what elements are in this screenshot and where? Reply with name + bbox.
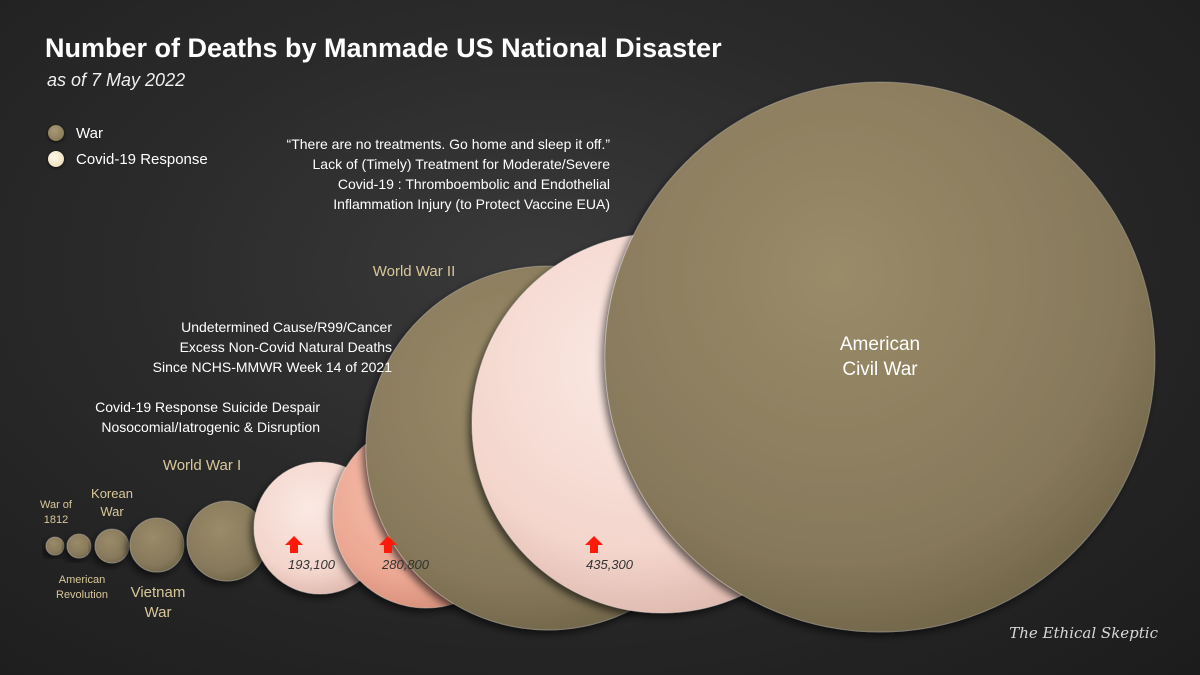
- bubble-war-1812: [45, 536, 65, 556]
- bubble-label-world-war-2: World War II: [373, 263, 456, 280]
- bubble-label-excess-non-covid: Undetermined Cause/R99/Cancer Excess Non-…: [153, 319, 393, 375]
- bubble-label-war-1812: War of 1812: [40, 499, 73, 526]
- bubble-vietnam-war: [129, 517, 185, 573]
- bubble-label-lack-of-treatment: “There are no treatments. Go home and sl…: [287, 136, 611, 212]
- legend: War Covid-19 Response: [48, 120, 208, 172]
- legend-swatch-war: [48, 125, 64, 141]
- bubble-label-suicide-despair: Covid-19 Response Suicide Despair Nosocom…: [95, 399, 320, 435]
- bubble-korean-war: [94, 528, 130, 564]
- bubble-american-civil-war: [604, 81, 1156, 633]
- value-label-lack-of-treatment: 435,300: [586, 557, 634, 572]
- legend-label-covid: Covid-19 Response: [76, 150, 208, 168]
- up-arrow-icon: [285, 536, 303, 553]
- bubble-label-american-civil-war: American Civil War: [840, 334, 920, 380]
- bubble-american-revolution: [66, 533, 92, 559]
- up-arrow-icon: [379, 536, 397, 553]
- bubble-label-world-war-1: World War I: [163, 457, 241, 474]
- bubble-label-korean-war: Korean War: [91, 486, 133, 519]
- legend-item-covid: Covid-19 Response: [48, 146, 208, 172]
- bubble-label-american-revolution: American Revolution: [56, 574, 108, 601]
- legend-label-war: War: [76, 124, 103, 142]
- value-label-suicide-despair: 193,100: [288, 557, 336, 572]
- bubble-label-vietnam-war: Vietnam War: [131, 584, 186, 621]
- chart-subtitle: as of 7 May 2022: [47, 70, 186, 90]
- legend-item-war: War: [48, 120, 208, 146]
- watermark: The Ethical Skeptic: [1009, 624, 1158, 642]
- chart-title: Number of Deaths by Manmade US National …: [45, 33, 722, 63]
- legend-swatch-covid: [48, 151, 64, 167]
- up-arrow-icon: [585, 536, 603, 553]
- value-label-excess-non-covid: 280,800: [381, 557, 430, 572]
